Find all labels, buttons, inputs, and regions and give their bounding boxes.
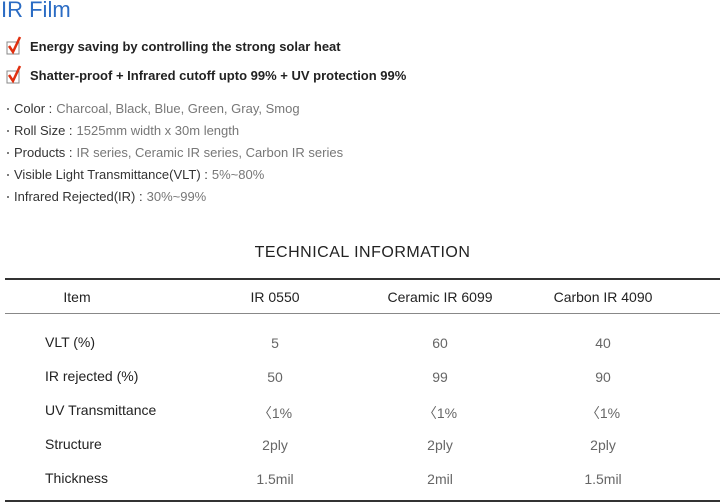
table-header: Carbon IR 4090: [553, 289, 653, 305]
table-rule: [5, 313, 720, 314]
feature: Shatter-proof + Infrared cutoff upto 99%…: [6, 65, 406, 85]
bullet: [7, 129, 9, 132]
table-cell: 1.5mil: [256, 471, 294, 487]
page-title: IR Film: [1, 0, 71, 22]
spec-value: IR series, Ceramic IR series, Carbon IR …: [76, 145, 344, 160]
spec-item: Infrared Rejected(IR) :30%~99%: [7, 189, 206, 204]
table-cell: 2mil: [427, 471, 453, 487]
spec-item: Visible Light Transmittance(VLT) :5%~80%: [7, 167, 264, 182]
table-cell: 2ply: [427, 437, 453, 453]
table-cell: 5: [271, 335, 279, 351]
table-title: TECHNICAL INFORMATION: [254, 244, 471, 261]
row-label: IR rejected (%): [45, 368, 139, 384]
bullet: [7, 195, 9, 198]
spec-value: 30%~99%: [146, 189, 207, 204]
spec-item: Roll Size :1525mm width x 30m length: [7, 123, 239, 138]
table-cell: 〈1%: [585, 405, 621, 421]
spec-item: Color : Charcoal, Black, Blue, Green, Gra…: [7, 101, 300, 116]
spec-label: Color :: [14, 101, 53, 116]
table-cell: 50: [267, 369, 283, 385]
table-cell: 40: [595, 335, 611, 351]
check-icon: [6, 36, 22, 55]
table-cell: 〈1%: [257, 405, 293, 421]
spec-label: Roll Size :: [14, 123, 73, 138]
table-header: Item: [63, 289, 91, 305]
bullet: [7, 107, 9, 110]
row-label: Structure: [45, 436, 102, 452]
spec-item: Products : IR series, Ceramic IR series, …: [7, 145, 343, 160]
check-icon: [6, 65, 22, 84]
spec-label: Infrared Rejected(IR) :: [14, 189, 143, 204]
table-cell: 1.5mil: [584, 471, 622, 487]
bullet: [7, 173, 9, 176]
table-header: Ceramic IR 6099: [387, 289, 493, 305]
feature-text: Shatter-proof + Infrared cutoff upto 99%…: [30, 67, 407, 83]
feature-text: Energy saving by controlling the strong …: [30, 38, 341, 54]
spec-value: 5%~80%: [211, 167, 265, 182]
table-cell: 2ply: [590, 437, 616, 453]
row-label: UV Transmittance: [45, 402, 157, 418]
row-label: VLT (%): [45, 334, 96, 350]
spec-label: Visible Light Transmittance(VLT) :: [14, 167, 208, 182]
table-cell: 60: [432, 335, 448, 351]
table-cell: 〈1%: [422, 405, 458, 421]
table-header: IR 0550: [250, 289, 300, 305]
feature: Energy saving by controlling the strong …: [6, 36, 341, 56]
table-cell: 2ply: [262, 437, 288, 453]
spec-value: Charcoal, Black, Blue, Green, Gray, Smog: [56, 101, 300, 116]
table-rule: [5, 278, 720, 280]
table-rule: [5, 500, 720, 502]
bullet: [7, 151, 9, 154]
spec-value: 1525mm width x 30m length: [76, 123, 240, 138]
table-cell: 99: [432, 369, 448, 385]
row-label: Thickness: [45, 470, 109, 486]
table-cell: 90: [595, 369, 611, 385]
spec-label: Products :: [14, 145, 73, 160]
